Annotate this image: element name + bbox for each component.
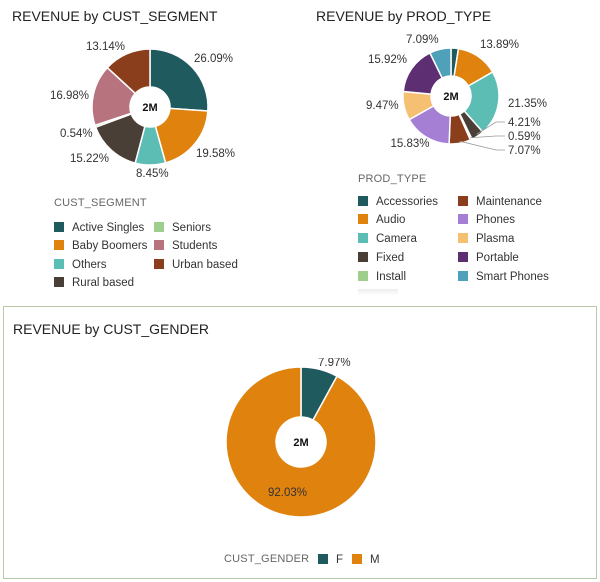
prod-legend-item-phones[interactable]: Phones bbox=[458, 213, 515, 227]
gender-chart-panel: REVENUE by CUST_GENDER bbox=[3, 306, 597, 579]
segment-legend-swatch bbox=[54, 259, 64, 269]
segment-label-baby-boomers: 19.58% bbox=[196, 148, 235, 160]
prod-leader-maintenance bbox=[459, 140, 505, 151]
segment-slice-active-singles[interactable] bbox=[149, 48, 209, 112]
prod-legend-swatch bbox=[458, 271, 468, 281]
prod-legend-item-accessories[interactable]: Accessories bbox=[358, 195, 438, 209]
prod-legend-item-install[interactable]: Install bbox=[358, 270, 406, 284]
prod-legend-label: Smart Phones bbox=[476, 271, 549, 283]
prod-legend-item-camera[interactable]: Camera bbox=[358, 232, 417, 246]
segment-legend-item-rural-based[interactable]: Rural based bbox=[54, 276, 134, 290]
prod-legend-title: PROD_TYPE bbox=[358, 173, 427, 185]
segment-label-seniors: 0.54% bbox=[60, 128, 93, 140]
gender-legend-swatch bbox=[318, 554, 328, 564]
prod-label-smart-phones: 7.09% bbox=[406, 34, 439, 46]
prod-legend-swatch bbox=[458, 252, 468, 262]
prod-legend-item-smart-phones[interactable]: Smart Phones bbox=[458, 270, 549, 284]
prod-label-camera: 21.35% bbox=[508, 98, 547, 110]
gender-donut-chart[interactable]: 7.97% 92.03% 2M bbox=[0, 358, 600, 538]
prod-legend-label: Camera bbox=[376, 233, 417, 245]
segment-legend-label: Urban based bbox=[172, 259, 238, 271]
gender-legend-swatch bbox=[352, 554, 362, 564]
segment-legend-item-urban-based[interactable]: Urban based bbox=[154, 258, 238, 272]
gender-legend-item-f[interactable]: F bbox=[318, 553, 343, 567]
prod-chart-title: REVENUE by PROD_TYPE bbox=[316, 8, 492, 24]
segment-slice-urban-based[interactable] bbox=[106, 48, 151, 95]
prod-label-maintenance: 7.07% bbox=[508, 145, 541, 157]
prod-legend-item-portable[interactable]: Portable bbox=[458, 251, 519, 265]
prod-legend-swatch bbox=[358, 271, 368, 281]
segment-donut-chart[interactable]: 26.09% 19.58% 8.45% 15.22% 0.54% 16.98% 13.14%… bbox=[0, 30, 300, 220]
segment-legend-label: Seniors bbox=[172, 222, 211, 234]
gender-legend-title: CUST_GENDER bbox=[224, 553, 310, 565]
prod-center-total: 2M bbox=[443, 91, 458, 103]
segment-legend-swatch bbox=[54, 240, 64, 250]
prod-legend-label: Accessories bbox=[376, 196, 438, 208]
prod-legend-label: Install bbox=[376, 271, 407, 283]
segment-slice-baby-boomers[interactable] bbox=[154, 107, 209, 164]
segment-label-students: 16.98% bbox=[50, 90, 89, 102]
prod-legend-swatch bbox=[458, 214, 468, 224]
segment-legend-item-seniors[interactable]: Seniors bbox=[154, 221, 211, 235]
segment-label-others: 8.45% bbox=[136, 168, 169, 180]
segment-legend-label: Students bbox=[172, 240, 218, 252]
gender-legend-label: M bbox=[370, 554, 380, 566]
prod-slice-smart-phones[interactable] bbox=[428, 47, 452, 80]
segment-label-rural-based: 15.22% bbox=[70, 153, 109, 165]
gender-label-m: 92.03% bbox=[268, 487, 307, 499]
prod-legend-swatch bbox=[358, 233, 368, 243]
gender-slice-m[interactable] bbox=[225, 366, 377, 518]
legend-scroll-fade bbox=[358, 289, 398, 295]
gender-center-total: 2M bbox=[293, 437, 308, 449]
prod-donut-chart[interactable]: 13.89% 21.35% 4.21% 0.59% 7.07% 15.83% 9.47% 15… bbox=[300, 27, 600, 167]
segment-legend-label: Others bbox=[72, 259, 107, 271]
prod-legend-label: Portable bbox=[476, 252, 519, 264]
prod-legend-label: Maintenance bbox=[476, 196, 542, 208]
prod-label-install: 0.59% bbox=[508, 131, 541, 143]
prod-label-fixed: 4.21% bbox=[508, 117, 541, 129]
prod-legend-swatch bbox=[358, 214, 368, 224]
gender-label-f: 7.97% bbox=[318, 358, 351, 369]
prod-leader-install bbox=[470, 135, 505, 139]
prod-legend-swatch bbox=[358, 196, 368, 206]
segment-legend-swatch bbox=[154, 259, 164, 269]
prod-label-plasma: 9.47% bbox=[366, 100, 399, 112]
prod-legend-item-audio[interactable]: Audio bbox=[358, 213, 405, 227]
segment-legend-swatch bbox=[154, 240, 164, 250]
segment-legend-swatch bbox=[54, 222, 64, 232]
prod-legend-label: Phones bbox=[476, 214, 516, 226]
segment-legend-label: Baby Boomers bbox=[72, 240, 148, 252]
prod-legend-label: Plasma bbox=[476, 233, 515, 245]
segment-legend-item-active-singles[interactable]: Active Singles bbox=[54, 221, 144, 235]
segment-legend-item-baby-boomers[interactable]: Baby Boomers bbox=[54, 239, 147, 253]
prod-legend-swatch bbox=[458, 233, 468, 243]
segment-label-urban-based: 13.14% bbox=[86, 41, 125, 53]
prod-label-portable: 15.92% bbox=[368, 54, 407, 66]
prod-legend-item-plasma[interactable]: Plasma bbox=[458, 232, 514, 246]
prod-legend-label: Fixed bbox=[376, 252, 405, 264]
prod-legend-item-fixed[interactable]: Fixed bbox=[358, 251, 404, 265]
segment-chart-title: REVENUE by CUST_SEGMENT bbox=[12, 8, 218, 24]
segment-legend-label: Active Singles bbox=[72, 222, 145, 234]
prod-legend-label: Audio bbox=[376, 214, 406, 226]
segment-label-active-singles: 26.09% bbox=[194, 53, 233, 65]
prod-legend-swatch bbox=[358, 252, 368, 262]
segment-legend-swatch bbox=[54, 277, 64, 287]
gender-chart-title: REVENUE by CUST_GENDER bbox=[13, 321, 210, 337]
segment-legend-item-others[interactable]: Others bbox=[54, 258, 107, 272]
segment-legend-swatch bbox=[154, 222, 164, 232]
prod-label-phones: 15.83% bbox=[390, 138, 429, 150]
segment-legend-label: Rural based bbox=[72, 277, 135, 289]
gender-legend-label: F bbox=[336, 554, 344, 566]
segment-legend-title: CUST_SEGMENT bbox=[54, 197, 147, 209]
gender-legend-item-m[interactable]: M bbox=[352, 553, 380, 567]
prod-legend-swatch bbox=[458, 196, 468, 206]
prod-legend-item-maintenance[interactable]: Maintenance bbox=[458, 195, 542, 209]
prod-label-audio: 13.89% bbox=[480, 39, 519, 51]
segment-legend-item-students[interactable]: Students bbox=[154, 239, 217, 253]
segment-center-total: 2M bbox=[142, 102, 157, 114]
prod-leader-fixed bbox=[476, 121, 505, 135]
